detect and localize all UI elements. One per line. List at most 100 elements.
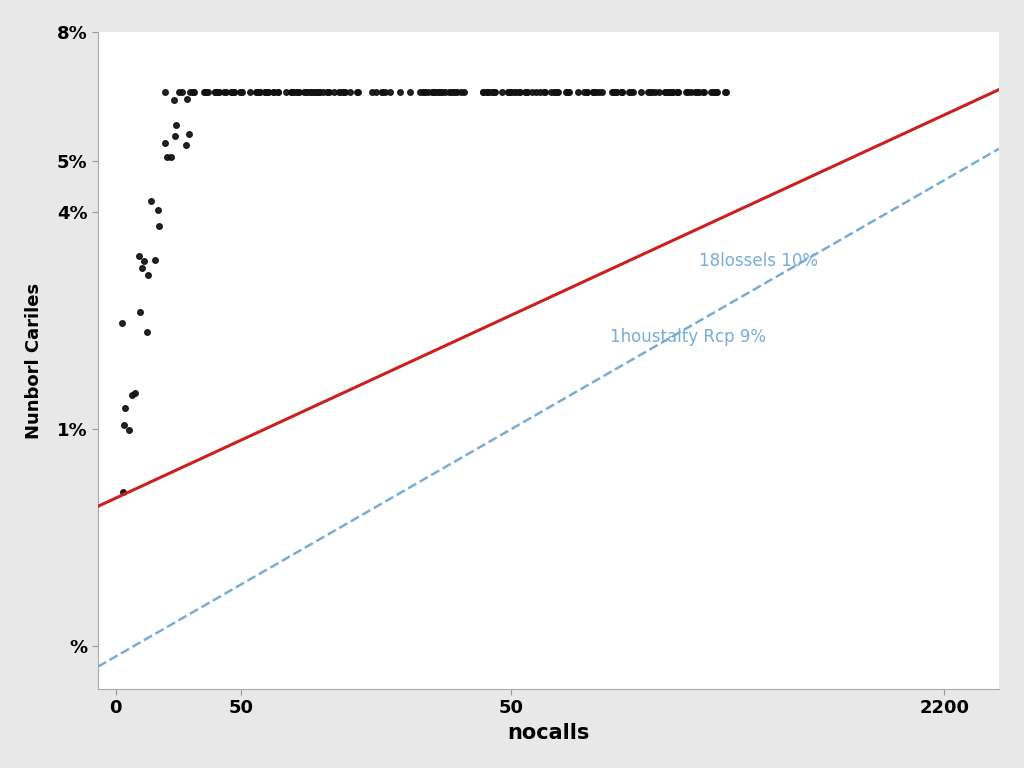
Point (669, 86, 685, 98)
Text: 18lossels 10%: 18lossels 10% (698, 252, 818, 270)
Point (326, 86, 342, 98)
Point (374, 86, 390, 98)
Point (308, 86, 325, 98)
Point (683, 86, 699, 98)
Point (436, 86, 453, 98)
Point (210, 86, 226, 98)
Point (181, 127, 198, 140)
Point (377, 86, 393, 98)
Point (456, 86, 472, 98)
Point (474, 86, 490, 98)
Point (614, 86, 631, 98)
Point (559, 86, 575, 98)
Point (210, 86, 226, 98)
Point (656, 86, 673, 98)
Point (368, 86, 384, 98)
Point (210, 86, 226, 98)
Point (173, 86, 189, 98)
Point (427, 86, 443, 98)
Point (242, 86, 258, 98)
Point (702, 86, 719, 98)
Point (167, 130, 183, 142)
Point (670, 86, 686, 98)
Point (659, 86, 676, 98)
Point (224, 86, 241, 98)
Point (117, 402, 133, 414)
Point (709, 86, 725, 98)
Point (549, 86, 565, 98)
Point (647, 86, 664, 98)
Point (231, 86, 248, 98)
Point (415, 86, 431, 98)
Point (146, 253, 163, 266)
Point (177, 139, 194, 151)
Point (311, 86, 328, 98)
Point (225, 86, 242, 98)
Point (296, 86, 312, 98)
Point (298, 86, 314, 98)
Point (224, 86, 241, 98)
Point (233, 86, 250, 98)
Point (546, 86, 562, 98)
Point (585, 86, 601, 98)
Point (580, 86, 596, 98)
Point (252, 86, 268, 98)
Point (269, 86, 286, 98)
Point (124, 389, 140, 401)
Point (284, 86, 300, 98)
Point (270, 86, 287, 98)
Point (198, 86, 214, 98)
Point (184, 86, 201, 98)
Point (501, 86, 517, 98)
Point (605, 86, 622, 98)
Point (484, 86, 501, 98)
Point (258, 86, 274, 98)
Point (311, 86, 328, 98)
Point (420, 86, 436, 98)
Point (286, 86, 302, 98)
Point (260, 86, 276, 98)
Point (585, 86, 601, 98)
Point (663, 86, 679, 98)
Point (524, 86, 541, 98)
Point (321, 86, 337, 98)
Point (426, 86, 442, 98)
Point (687, 86, 703, 98)
Point (184, 86, 201, 98)
Point (503, 86, 519, 98)
Point (440, 86, 457, 98)
Point (302, 86, 318, 98)
Point (341, 86, 357, 98)
Point (506, 86, 522, 98)
Point (579, 86, 595, 98)
Point (500, 86, 516, 98)
Point (557, 86, 573, 98)
Point (314, 86, 331, 98)
Point (662, 86, 678, 98)
Point (401, 86, 418, 98)
Point (157, 86, 173, 98)
Point (484, 86, 501, 98)
Point (337, 86, 353, 98)
Point (152, 220, 168, 232)
Point (260, 86, 276, 98)
Point (447, 86, 464, 98)
Point (139, 326, 156, 338)
Point (251, 86, 267, 98)
Point (487, 86, 504, 98)
Point (695, 86, 712, 98)
Point (151, 204, 167, 217)
Point (544, 86, 560, 98)
Point (591, 86, 607, 98)
Point (425, 86, 441, 98)
Point (531, 86, 548, 98)
Point (708, 86, 724, 98)
Point (424, 86, 440, 98)
Point (642, 86, 658, 98)
Point (309, 86, 326, 98)
Point (186, 86, 203, 98)
Point (223, 86, 240, 98)
Point (688, 86, 705, 98)
Point (130, 250, 146, 262)
Point (197, 86, 213, 98)
